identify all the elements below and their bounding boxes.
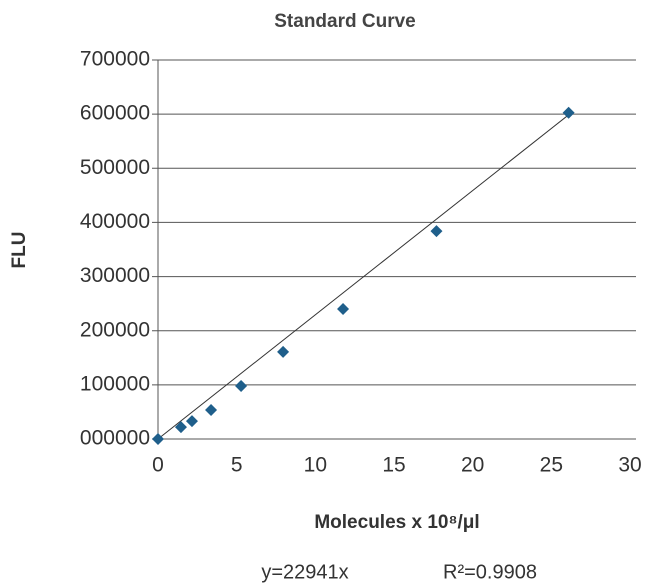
y-tick-label: 000000	[80, 427, 150, 450]
data-point	[562, 106, 575, 119]
y-tick-label: 200000	[80, 318, 150, 341]
x-tick-label: 15	[382, 454, 405, 477]
y-tick-label: 700000	[80, 48, 150, 71]
data-point	[430, 225, 443, 238]
data-point	[277, 345, 290, 358]
data-point	[185, 415, 198, 428]
data-point	[235, 379, 248, 392]
data-point	[337, 303, 350, 316]
r-squared: R²=0.9908	[443, 561, 537, 583]
x-tick-label: 10	[304, 454, 327, 477]
x-tick-label: 20	[461, 454, 484, 477]
chart-title: Standard Curve	[274, 11, 415, 32]
y-tick-label: 100000	[80, 372, 150, 395]
x-tick-label: 5	[231, 454, 243, 477]
x-tick-label: 0	[152, 454, 164, 477]
y-axis-title: FLU	[9, 232, 30, 269]
data-point	[152, 433, 164, 445]
x-tick-label: 25	[540, 454, 563, 477]
x-tick-label: 30	[618, 454, 641, 477]
trendline	[157, 114, 569, 440]
y-tick-label: 300000	[80, 264, 150, 287]
y-tick-label: 600000	[80, 102, 150, 125]
data-point	[205, 403, 218, 416]
trendline-equation: y=22941x	[261, 561, 348, 583]
y-tick-label: 500000	[80, 156, 150, 179]
y-tick-label: 400000	[80, 210, 150, 233]
x-axis-title: Molecules x 10⁸/μl	[314, 512, 479, 533]
data-point	[174, 421, 187, 434]
